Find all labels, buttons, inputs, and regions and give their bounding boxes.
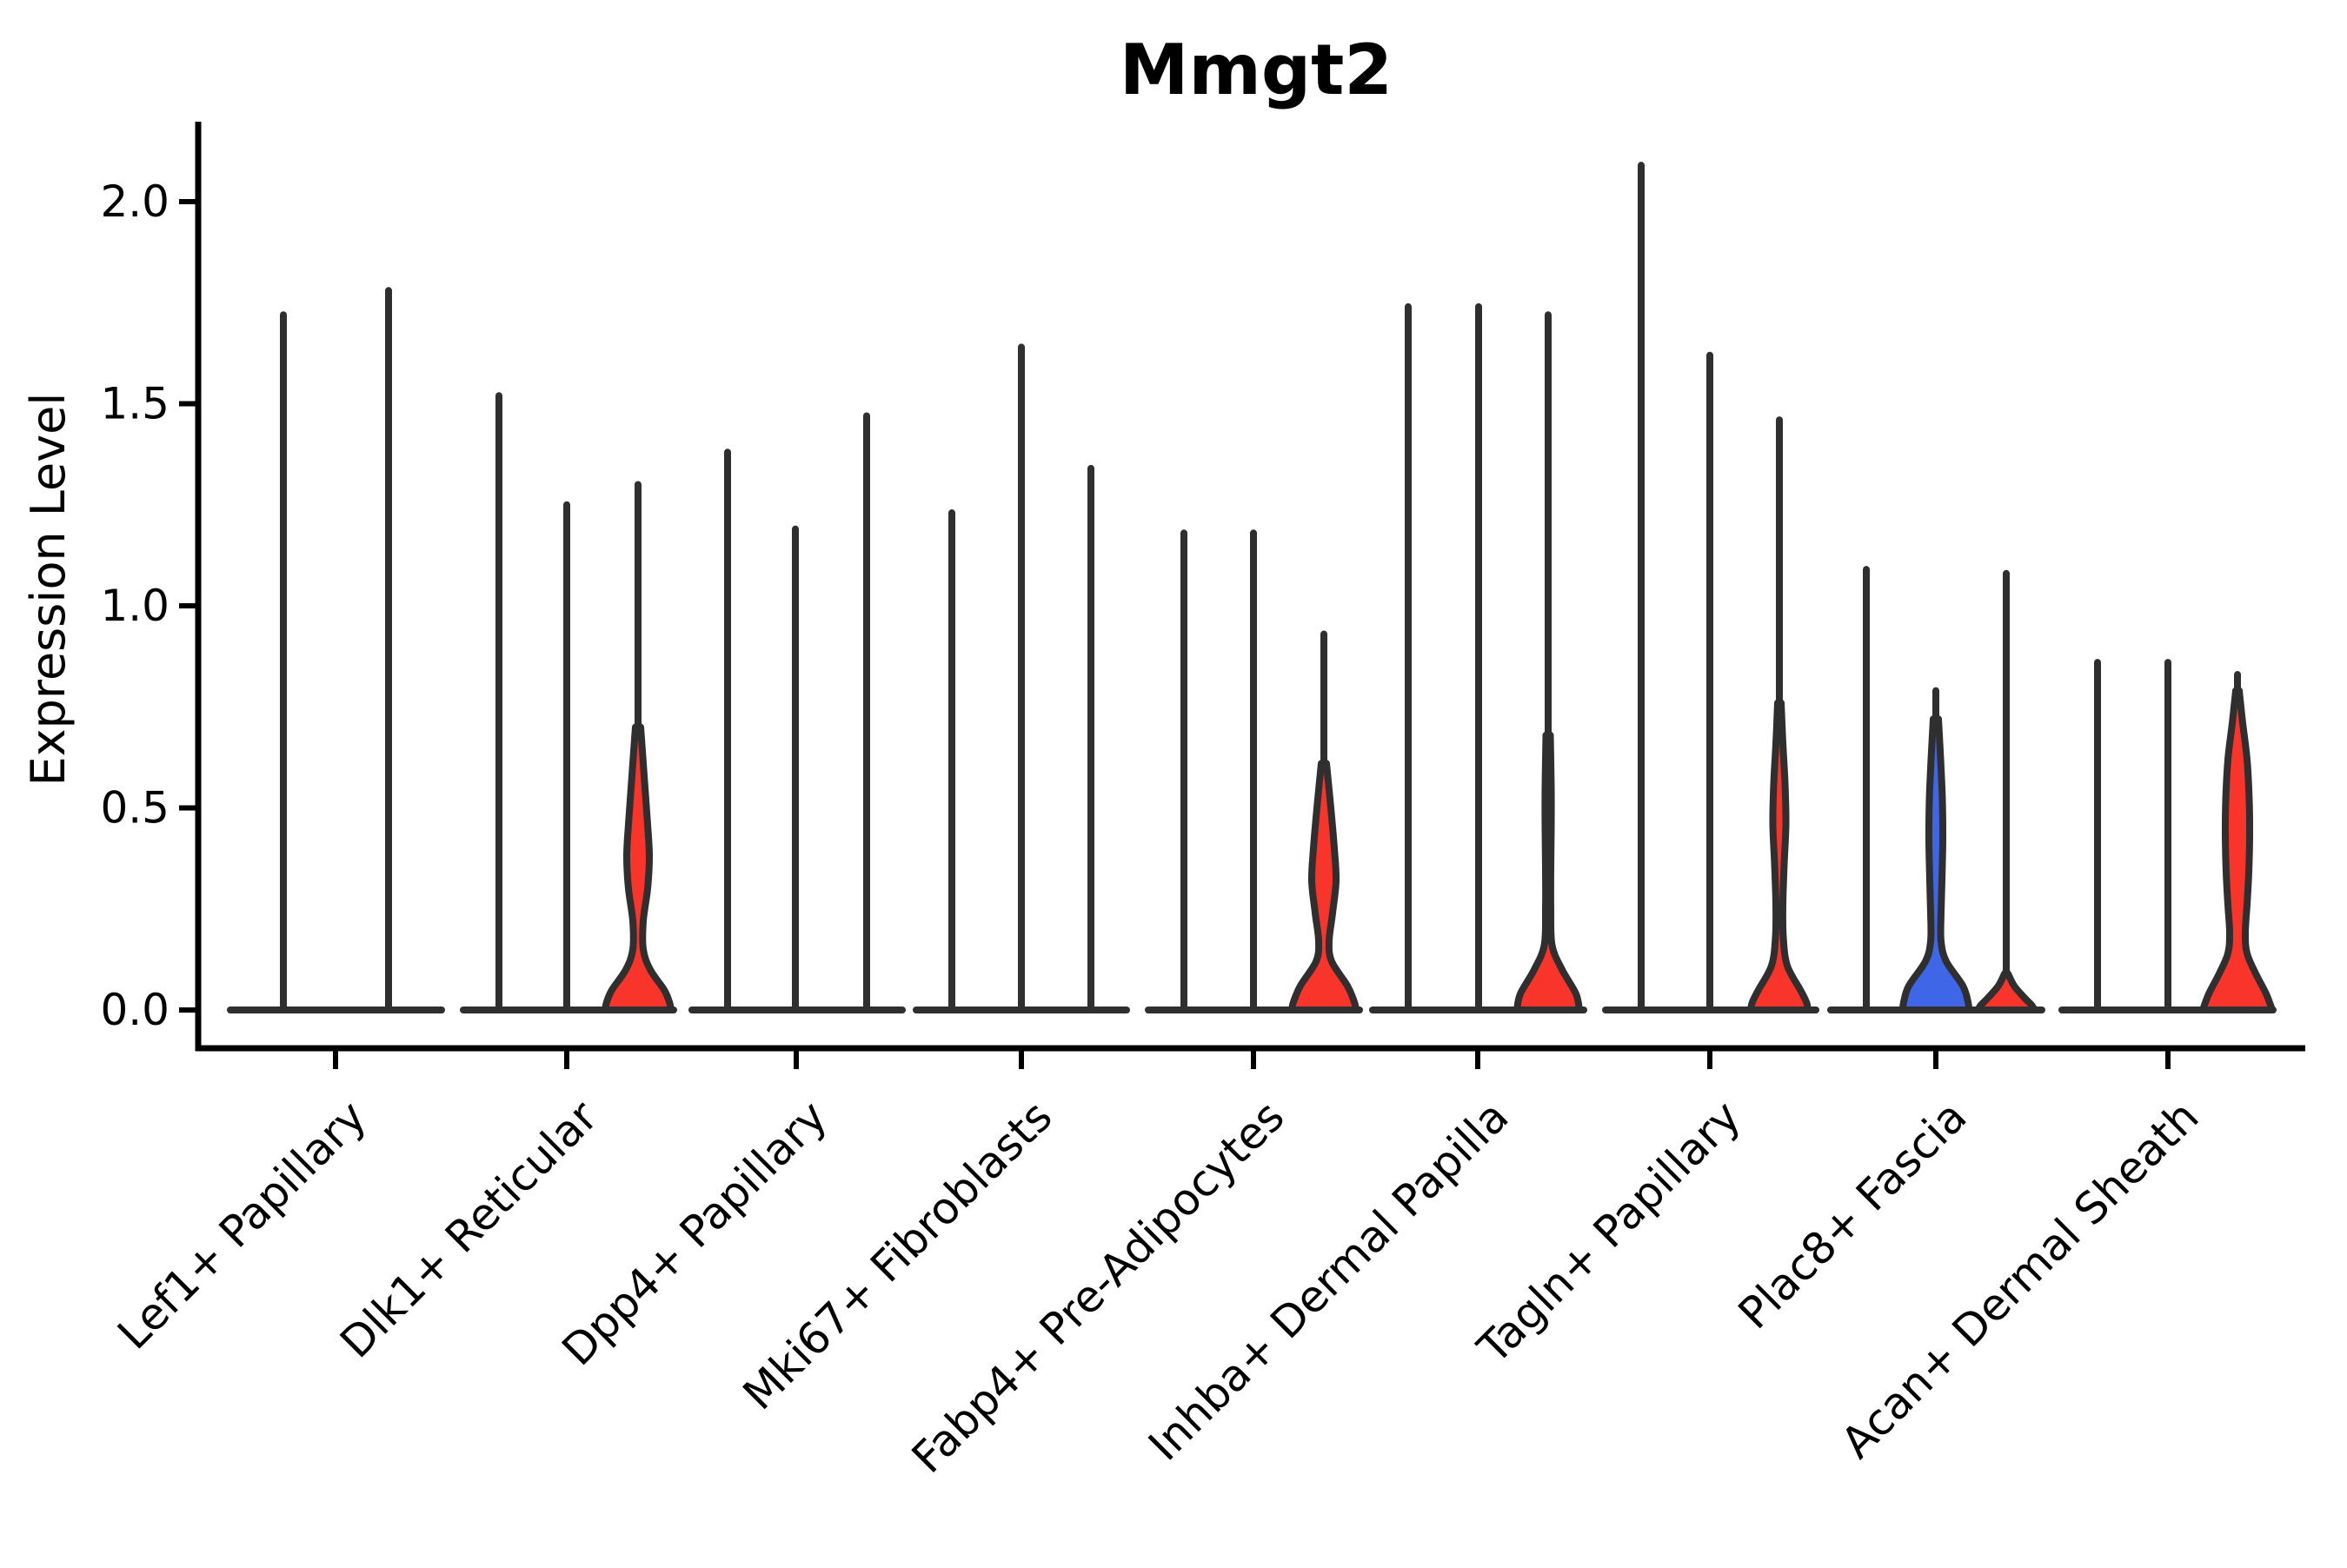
x-tick-label-0: Lef1+ Papillary [108, 1091, 376, 1359]
violin-1-2-body-red [602, 723, 675, 1013]
x-tick-label-4: Fabp4+ Pre-Adipocytes [902, 1091, 1294, 1483]
violin-6-2-body-red [1747, 699, 1812, 1013]
y-tick-label-3: 1.5 [100, 379, 170, 429]
y-axis-label: Expression Level [21, 393, 76, 787]
violin-7-2-body-red [1975, 970, 2038, 1013]
y-tick-label-2: 1.0 [100, 581, 170, 631]
chart-title: Mmgt2 [1120, 30, 1393, 110]
x-tick-label-7: Plac8+ Fascia [1729, 1091, 1977, 1339]
y-tick-label-0: 0.0 [100, 985, 170, 1035]
label-layer: Mmgt2 Expression Level [21, 30, 1393, 786]
violin-8-2-body-red [2199, 687, 2276, 1013]
violin-4-2-body-red [1288, 760, 1360, 1013]
y-tick-label-1: 0.5 [100, 783, 170, 834]
violin-layer [227, 162, 2277, 1013]
violin-7-1-body-blue [1899, 715, 1972, 1013]
y-tick-label-4: 2.0 [100, 176, 170, 227]
x-tick-label-5: Inhba+ Dermal Papilla [1139, 1091, 1518, 1470]
violin-5-2-body-red [1513, 731, 1583, 1013]
